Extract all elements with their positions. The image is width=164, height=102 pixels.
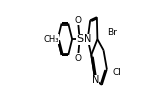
Text: O: O — [74, 16, 82, 25]
Text: N: N — [84, 34, 91, 44]
Text: N: N — [92, 75, 99, 85]
Text: S: S — [76, 34, 83, 44]
Text: Cl: Cl — [113, 68, 122, 77]
Text: CH₃: CH₃ — [43, 35, 59, 44]
Text: Br: Br — [107, 28, 117, 37]
Text: O: O — [74, 54, 82, 63]
